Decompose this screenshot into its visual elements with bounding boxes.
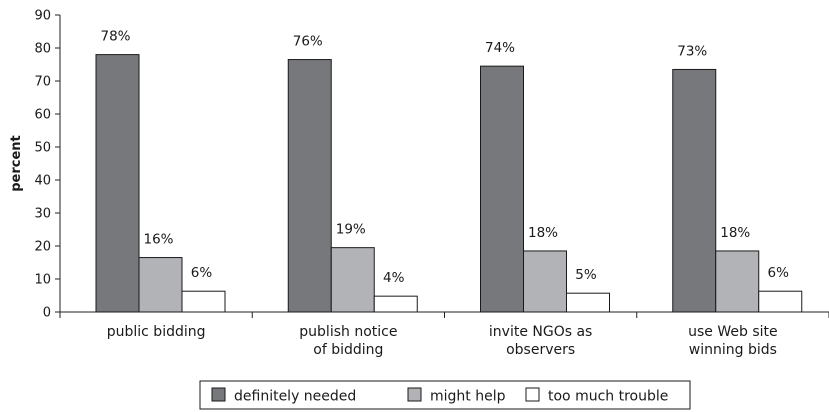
data-label: 19% [336, 222, 366, 238]
y-tick-label: 70 [34, 75, 51, 90]
y-axis-label: percent [9, 135, 24, 192]
category-label: public bidding [107, 324, 206, 340]
data-label: 6% [191, 265, 213, 281]
y-tick-label: 30 [34, 207, 51, 222]
bar-might-help [330, 247, 375, 313]
y-tick-label: 60 [34, 108, 51, 123]
legend-swatch-too-much-trouble [525, 387, 540, 402]
bar-too-much-trouble [566, 292, 610, 313]
data-label: 16% [143, 232, 173, 248]
y-tick-label: 20 [34, 240, 51, 255]
legend-label: definitely needed [234, 389, 356, 405]
bar-might-help [138, 257, 183, 313]
y-tick-label: 40 [34, 174, 51, 189]
category-label: invite NGOs as [489, 324, 592, 340]
data-label: 18% [528, 225, 558, 241]
bar-too-much-trouble [373, 295, 418, 313]
legend-label: too much trouble [548, 389, 668, 405]
plot-area: 0 10 20 30 40 50 60 70 80 90 78% 16% 6% public biddin… [34, 9, 829, 358]
bar-definitely-needed [672, 68, 717, 313]
y-tick-label: 10 [34, 273, 51, 288]
legend: definitely needed might help too much trou… [199, 380, 691, 410]
data-label: 4% [383, 270, 405, 286]
category-label: observers [506, 342, 575, 358]
bar-definitely-needed [95, 54, 140, 313]
data-label: 18% [720, 225, 750, 241]
y-tick-label: 80 [34, 42, 51, 57]
category-label: winning bids [689, 342, 777, 358]
data-label: 73% [677, 43, 707, 59]
bar-too-much-trouble [181, 290, 226, 313]
category-label: of bidding [313, 342, 383, 358]
data-label: 78% [100, 29, 130, 45]
data-label: 5% [575, 267, 597, 283]
bar-definitely-needed [287, 59, 332, 313]
legend-label: might help [430, 389, 506, 405]
category-label: use Web site [688, 324, 778, 340]
legend-swatch-definitely-needed [211, 387, 226, 402]
bar-definitely-needed [480, 65, 524, 313]
legend-frame [199, 380, 691, 410]
y-tick-label: 50 [34, 141, 51, 156]
y-tick-label: 0 [43, 306, 51, 321]
bar-too-much-trouble [758, 290, 803, 313]
y-tick-label: 90 [34, 9, 51, 24]
category-label: publish notice [299, 324, 397, 340]
data-label: 76% [293, 34, 323, 50]
legend-swatch-might-help [407, 387, 422, 402]
data-label: 74% [485, 40, 515, 56]
bar-might-help [523, 250, 567, 313]
bar-might-help [715, 250, 760, 313]
data-label: 6% [768, 265, 790, 281]
